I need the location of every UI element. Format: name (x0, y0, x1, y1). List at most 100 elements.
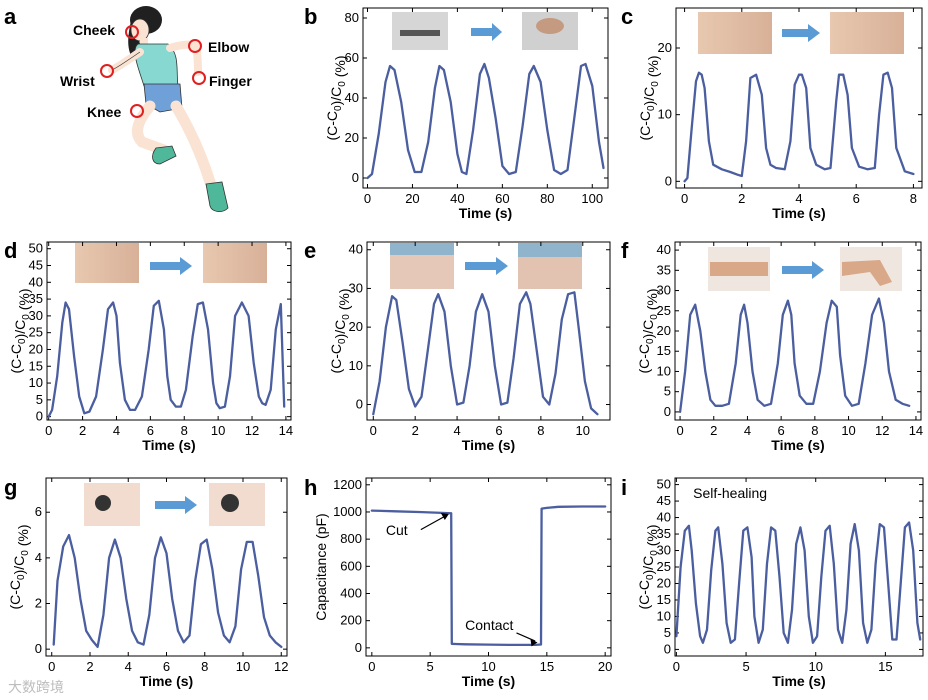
x-tick-label: 80 (540, 191, 554, 206)
y-tick-label: 45 (657, 493, 671, 508)
panel-letter-a: a (4, 4, 17, 29)
y-tick-label: 10 (349, 358, 363, 373)
y-axis-label: (C-C0)/C0 (%) (8, 288, 32, 373)
y-tick-label: 10 (657, 363, 671, 378)
y-tick-label: 20 (657, 323, 671, 338)
y-tick-label: 0 (352, 170, 359, 185)
series-line-0 (372, 291, 599, 416)
arrow-right-icon (150, 257, 192, 275)
inset-photos-f (708, 247, 902, 291)
x-tick-label: 8 (537, 423, 544, 438)
x-tick-label: 12 (274, 659, 288, 674)
x-tick-label: 6 (778, 423, 785, 438)
panel-letter-c: c (621, 4, 633, 29)
x-tick-label: 6 (147, 423, 154, 438)
x-tick-label: 15 (878, 659, 892, 674)
y-tick-label: 30 (349, 280, 363, 295)
label-knee: Knee (87, 104, 121, 120)
y-tick-label: 5 (664, 625, 671, 640)
x-tick-label: 2 (710, 423, 717, 438)
x-tick-label: 14 (909, 423, 923, 438)
finger-marker-icon (192, 71, 206, 85)
x-tick-label: 0 (364, 191, 371, 206)
y-tick-label: 2 (35, 596, 42, 611)
photo-elbow-bent (203, 243, 267, 283)
x-axis-label: Time (s) (771, 437, 824, 453)
x-tick-label: 12 (875, 423, 889, 438)
x-tick-label: 100 (581, 191, 603, 206)
y-tick-label: 50 (29, 241, 43, 256)
panel-letter-i: i (621, 475, 627, 500)
x-tick-label: 0 (676, 423, 683, 438)
label-elbow: Elbow (208, 39, 249, 55)
x-tick-label: 6 (495, 423, 502, 438)
y-tick-label: 60 (345, 50, 359, 65)
y-tick-label: 10 (657, 608, 671, 623)
x-axis-label: Time (s) (462, 437, 515, 453)
y-tick-label: 0 (35, 641, 42, 656)
arrow-right-icon (465, 257, 508, 275)
y-tick-label: 20 (658, 40, 672, 55)
x-tick-label: 14 (279, 423, 293, 438)
x-axis-label: Time (s) (140, 673, 193, 689)
y-tick-label: 400 (340, 585, 362, 600)
y-axis-label: Capacitance (pF) (313, 513, 329, 620)
y-tick-label: 25 (657, 559, 671, 574)
photo-finger-bent (830, 12, 904, 54)
y-tick-label: 40 (29, 274, 43, 289)
panel-letter-f: f (621, 238, 629, 263)
y-tick-label: 80 (345, 10, 359, 25)
label-finger: Finger (209, 73, 252, 89)
x-tick-label: 6 (853, 191, 860, 206)
x-tick-label: 5 (427, 659, 434, 674)
y-tick-label: 35 (29, 291, 43, 306)
label-cheek: Cheek (73, 22, 115, 38)
plot-frame (366, 241, 611, 421)
y-tick-label: 15 (657, 343, 671, 358)
x-tick-label: 4 (795, 191, 802, 206)
x-tick-label: 2 (79, 423, 86, 438)
runner-illustration (100, 6, 229, 212)
series-line-0 (47, 299, 286, 418)
photo-cheek-rest (84, 483, 140, 526)
chart-b: b 0 20 40 60 80 100 0 20 40 60 80 Time (s) (C-C0)/C0 … (304, 4, 609, 221)
annotation-arrow (420, 514, 447, 531)
arrow-right-icon (471, 23, 502, 41)
y-tick-label: 25 (29, 325, 43, 340)
panel-letter-b: b (304, 4, 317, 29)
y-tick-label: 1200 (333, 477, 362, 492)
chart-e: e 0 2 4 6 8 10 0 10 20 30 40 Time (s) (C-C0)/C0 (%) (304, 238, 611, 453)
cheek-marker-icon (125, 25, 139, 39)
annotation-arrow (516, 632, 536, 642)
y-tick-label: 40 (345, 90, 359, 105)
x-tick-label: 10 (808, 659, 822, 674)
x-tick-label: 0 (48, 659, 55, 674)
y-tick-label: 20 (657, 575, 671, 590)
x-tick-label: 4 (744, 423, 751, 438)
annotation-contact: Contact (465, 617, 513, 633)
panel-letter-h: h (304, 475, 317, 500)
label-wrist: Wrist (60, 73, 95, 89)
x-tick-label: 10 (841, 423, 855, 438)
chart-f: f 0 2 4 6 8 10 12 14 0 5 10 15 20 25 30 35 40 Time (s) (C-C… (621, 238, 923, 453)
x-axis-label: Time (s) (462, 673, 515, 689)
y-tick-label: 40 (657, 242, 671, 257)
series-line-0 (683, 71, 915, 183)
x-tick-label: 60 (495, 191, 509, 206)
y-tick-label: 45 (29, 258, 43, 273)
x-tick-label: 10 (211, 423, 225, 438)
annotation-self-healing: Self-healing (693, 485, 767, 501)
x-tick-label: 6 (163, 659, 170, 674)
x-tick-label: 10 (576, 423, 590, 438)
y-tick-label: 30 (657, 543, 671, 558)
y-axis-label: (C-C0)/C0 (%) (637, 55, 661, 140)
series-line-0 (675, 521, 922, 644)
arrow-right-icon (782, 261, 824, 279)
annotation-cut: Cut (386, 522, 408, 538)
x-tick-label: 0 (681, 191, 688, 206)
inset-photos-g (84, 483, 265, 526)
